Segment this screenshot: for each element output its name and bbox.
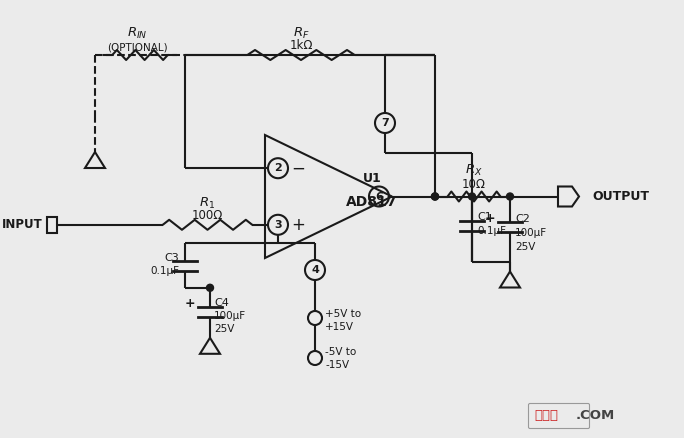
Text: 7: 7	[381, 118, 389, 128]
Text: 0.1μF: 0.1μF	[150, 266, 179, 276]
Text: 25V: 25V	[214, 324, 235, 334]
Text: (OPTIONAL): (OPTIONAL)	[107, 42, 168, 52]
Text: C4: C4	[214, 298, 229, 308]
Text: 100μF: 100μF	[214, 311, 246, 321]
Text: 3: 3	[274, 220, 282, 230]
Text: +: +	[484, 212, 495, 225]
Text: 100μF: 100μF	[515, 227, 547, 237]
Text: C1: C1	[477, 212, 492, 222]
Text: .COM: .COM	[576, 409, 615, 422]
Text: 100Ω: 100Ω	[192, 209, 223, 222]
Text: 25V: 25V	[515, 241, 536, 251]
Text: $R_1$: $R_1$	[200, 196, 215, 211]
Text: AD817: AD817	[346, 194, 397, 208]
Text: 接线图: 接线图	[534, 409, 558, 422]
Text: 0.1μF: 0.1μF	[477, 226, 506, 236]
Text: OUTPUT: OUTPUT	[592, 190, 649, 203]
Circle shape	[432, 193, 438, 200]
Text: 6: 6	[375, 191, 383, 201]
Text: −: −	[291, 159, 305, 177]
Circle shape	[432, 193, 438, 200]
Text: U1: U1	[363, 172, 382, 185]
Text: +5V to: +5V to	[325, 309, 361, 319]
Text: 2: 2	[274, 163, 282, 173]
Text: C2: C2	[515, 213, 530, 223]
Text: 10Ω: 10Ω	[462, 177, 486, 191]
Circle shape	[469, 193, 475, 200]
Circle shape	[506, 193, 514, 200]
Text: +: +	[185, 297, 195, 310]
Text: $R_X$: $R_X$	[465, 163, 483, 179]
Text: $R_F$: $R_F$	[293, 26, 309, 41]
Text: +: +	[291, 216, 305, 234]
Text: -5V to: -5V to	[325, 347, 356, 357]
Text: $R_{IN}$: $R_{IN}$	[127, 26, 147, 41]
Text: INPUT: INPUT	[1, 218, 42, 231]
Circle shape	[207, 284, 213, 291]
Text: 1kΩ: 1kΩ	[289, 39, 313, 52]
Text: 4: 4	[311, 265, 319, 275]
Bar	[47, 217, 57, 233]
Text: C3: C3	[164, 253, 179, 263]
Text: +15V: +15V	[325, 322, 354, 332]
Text: -15V: -15V	[325, 360, 349, 370]
